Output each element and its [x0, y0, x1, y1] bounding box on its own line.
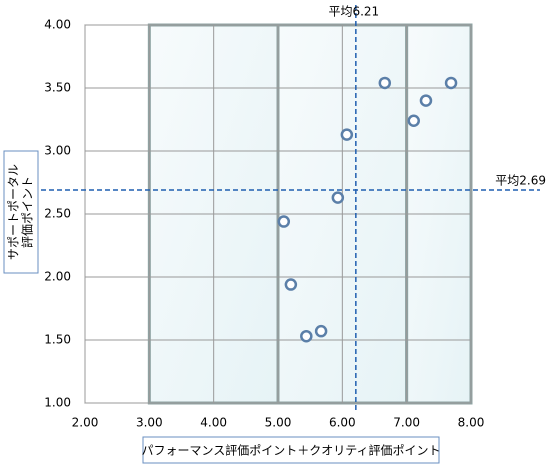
x-tick-label: 6.00: [329, 416, 356, 430]
y-tick-label: 2.00: [44, 270, 71, 284]
data-point: [284, 278, 298, 291]
y-tick-label: 1.00: [44, 396, 71, 410]
mean-label-y: 平均2.69: [495, 174, 546, 188]
data-point: [378, 76, 392, 90]
data-point: [277, 215, 291, 228]
data-point: [407, 114, 420, 128]
x-tick-label: 4.00: [200, 416, 227, 430]
x-tick-label: 5.00: [265, 416, 292, 430]
x-axis-label: パフォーマンス評価ポイント＋クオリティ評価ポイント: [141, 443, 440, 458]
data-point: [419, 94, 433, 107]
y-tick-label: 2.50: [44, 207, 71, 221]
data-point: [340, 128, 354, 141]
data-point: [444, 76, 458, 90]
x-tick-label: 8.00: [458, 416, 485, 430]
y-tick-label: 3.50: [44, 81, 71, 95]
data-point: [331, 191, 345, 204]
y-tick-label: 4.00: [44, 18, 71, 32]
data-point: [314, 324, 328, 338]
x-tick-label: 2.00: [72, 416, 99, 430]
x-tick-label: 7.00: [393, 416, 420, 430]
x-label-box: [142, 436, 440, 464]
y-label-box: [3, 150, 39, 274]
data-point: [300, 329, 313, 343]
y-tick-label: 1.50: [44, 333, 71, 347]
y-axis-label: 評価ポイント: [20, 176, 35, 248]
y-axis-label: サポートポータル: [7, 164, 21, 260]
mean-label-x: 平均6.21: [328, 5, 379, 19]
y-tick-label: 3.00: [44, 144, 71, 158]
x-tick-label: 3.00: [136, 416, 163, 430]
